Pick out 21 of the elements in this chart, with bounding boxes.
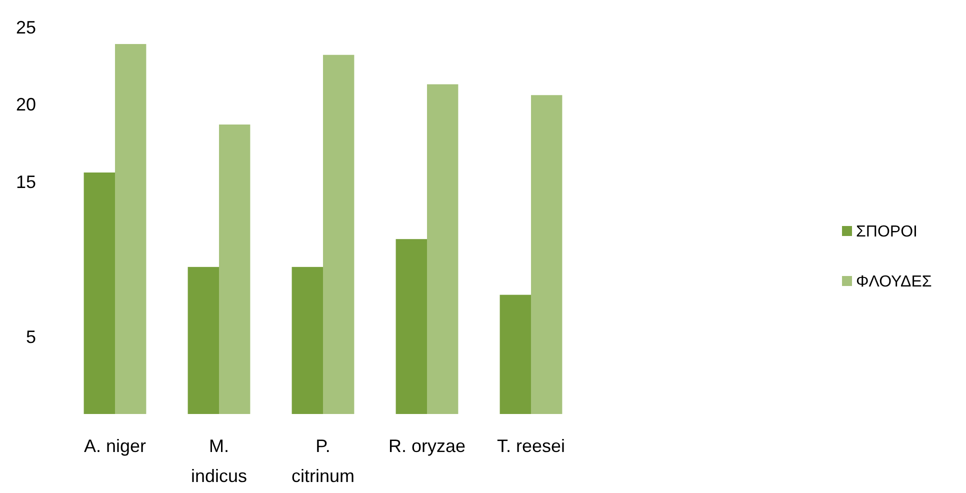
bar xyxy=(84,172,115,414)
y-tick-label: 25 xyxy=(16,17,36,38)
legend-label: ΣΠΟΡΟΙ xyxy=(856,224,918,241)
bar xyxy=(292,266,323,414)
x-tick-label: R. oryzae xyxy=(388,436,466,456)
bar xyxy=(188,266,219,414)
bar xyxy=(115,44,146,414)
x-tick-label: P. citrinum xyxy=(291,436,355,486)
y-tick-label: 20 xyxy=(16,94,36,115)
x-tick-label: M. indicus xyxy=(190,436,248,486)
bar xyxy=(323,54,354,414)
x-tick-label: T. reesei xyxy=(496,436,566,456)
bar xyxy=(219,124,250,414)
y-tick-label: 5 xyxy=(26,326,36,347)
bar xyxy=(396,239,427,414)
x-tick-label: A. niger xyxy=(84,436,146,456)
bar xyxy=(531,95,562,414)
bar xyxy=(500,294,531,414)
legend-label: ΦΛΟΥΔΕΣ xyxy=(856,274,932,291)
bar xyxy=(427,84,458,414)
y-tick-label: 15 xyxy=(16,172,36,192)
